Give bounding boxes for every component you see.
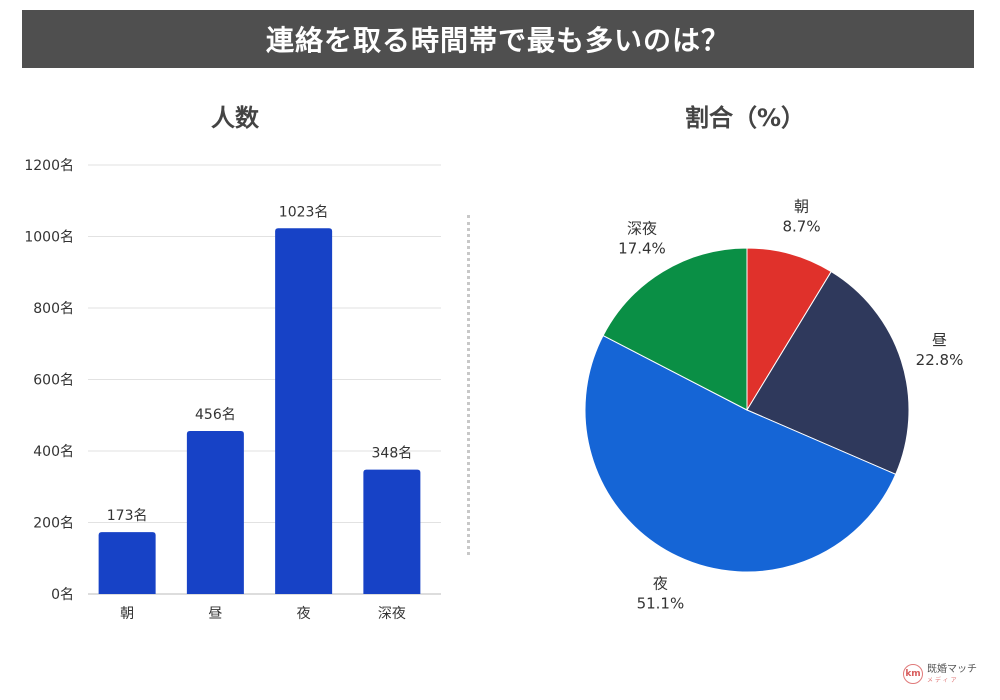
pie-category-label: 深夜 [627, 219, 657, 237]
pie-chart-title: 割合（%） [684, 104, 806, 132]
bar-value-label: 1023名 [279, 204, 329, 220]
logo-subtext: メディア [927, 677, 959, 684]
bar-chart-title: 人数 [211, 104, 259, 132]
pie-category-label: 夜 [653, 575, 668, 593]
page-title: 連絡を取る時間帯で最も多いのは？ [265, 24, 730, 57]
x-tick-label: 昼 [208, 606, 222, 622]
bar [186, 430, 244, 594]
pie-percent-label: 22.8% [916, 351, 964, 369]
bar-value-label: 456名 [195, 407, 236, 423]
x-tick-label: 朝 [120, 606, 134, 622]
pie-percent-label: 8.7% [782, 217, 820, 235]
y-tick-label: 0名 [51, 587, 74, 603]
chart-divider [467, 215, 470, 555]
bar [275, 228, 333, 594]
bar-value-label: 173名 [107, 508, 148, 524]
y-tick-label: 800名 [33, 301, 74, 317]
pie-category-label: 昼 [932, 331, 947, 349]
pie-slice [746, 247, 832, 412]
y-tick-label: 1000名 [24, 230, 74, 246]
logo-mark-icon: km [903, 664, 923, 684]
brand-logo: km 既婚マッチ メディア [903, 664, 977, 684]
y-tick-label: 1200名 [24, 158, 74, 174]
bar-value-label: 348名 [372, 446, 413, 462]
pie-percent-label: 51.1% [637, 595, 685, 613]
x-tick-label: 深夜 [378, 606, 406, 622]
x-tick-label: 夜 [297, 606, 311, 622]
pie-slice [602, 247, 748, 411]
pie-category-label: 朝 [794, 197, 809, 215]
y-tick-label: 200名 [33, 516, 74, 532]
y-tick-label: 600名 [33, 373, 74, 389]
logo-text: 既婚マッチ [927, 664, 977, 675]
bar [98, 532, 156, 594]
pie-slice [746, 270, 910, 475]
pie-slice [584, 334, 897, 573]
y-tick-label: 400名 [33, 444, 74, 460]
pie-percent-label: 17.4% [618, 239, 666, 257]
page-title-banner: 連絡を取る時間帯で最も多いのは？ [22, 10, 974, 68]
bar [363, 469, 421, 594]
